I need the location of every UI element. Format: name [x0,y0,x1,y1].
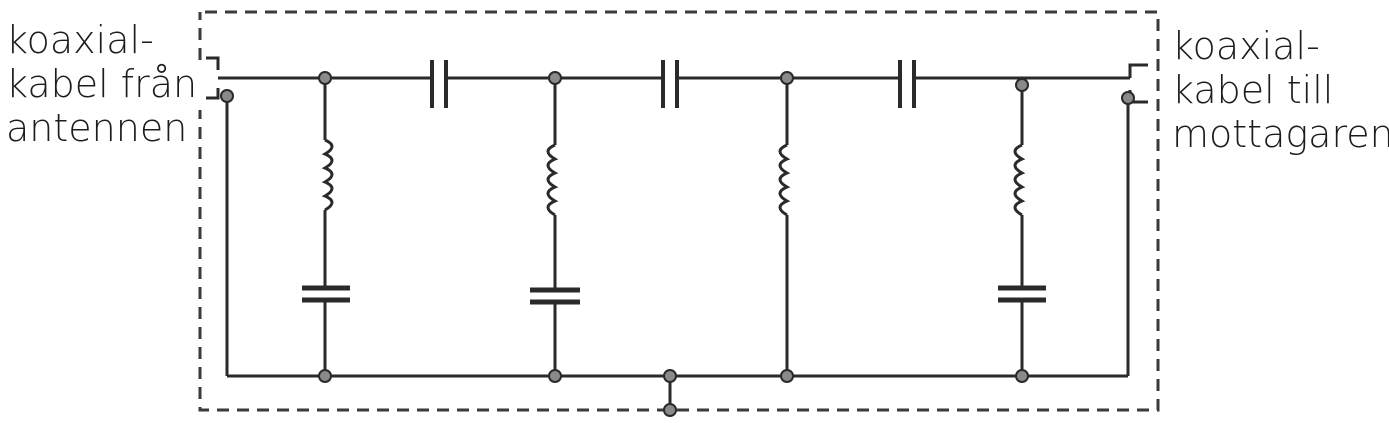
input-connector [206,56,220,100]
junction-node [548,369,562,383]
junction-node [1121,91,1135,105]
output-label-line-3: mottagaren [1172,112,1389,156]
junction-node [1015,369,1029,383]
output-label-line-2: kabel till [1172,68,1334,112]
junction-node [220,89,234,103]
junction-nodes [220,71,1135,417]
junction-node [663,403,677,417]
input-label: koaxial- kabel från antennen [6,18,197,150]
output-label: koaxial- kabel till mottagaren [1172,24,1389,156]
series-capacitor [898,60,916,108]
shield-enclosure [198,10,1160,412]
junction-node [318,369,332,383]
input-label-line-1: koaxial- [6,18,154,62]
junction-node [548,71,562,85]
input-label-line-2: kabel från [6,62,198,106]
junction-node [318,71,332,85]
shunt-branch-3 [778,78,791,376]
input-label-line-3: antennen [6,106,188,150]
junction-node [780,369,794,383]
shunt-branch-1 [302,78,350,376]
junction-node [780,71,794,85]
series-capacitor [661,60,679,108]
shunt-branch-4 [998,85,1046,376]
junction-node [663,369,677,383]
series-capacitor [430,60,448,108]
ground-line [225,96,1130,410]
shunt-branch-2 [530,78,580,376]
junction-node [1015,78,1029,92]
output-label-line-1: koaxial- [1172,24,1320,68]
